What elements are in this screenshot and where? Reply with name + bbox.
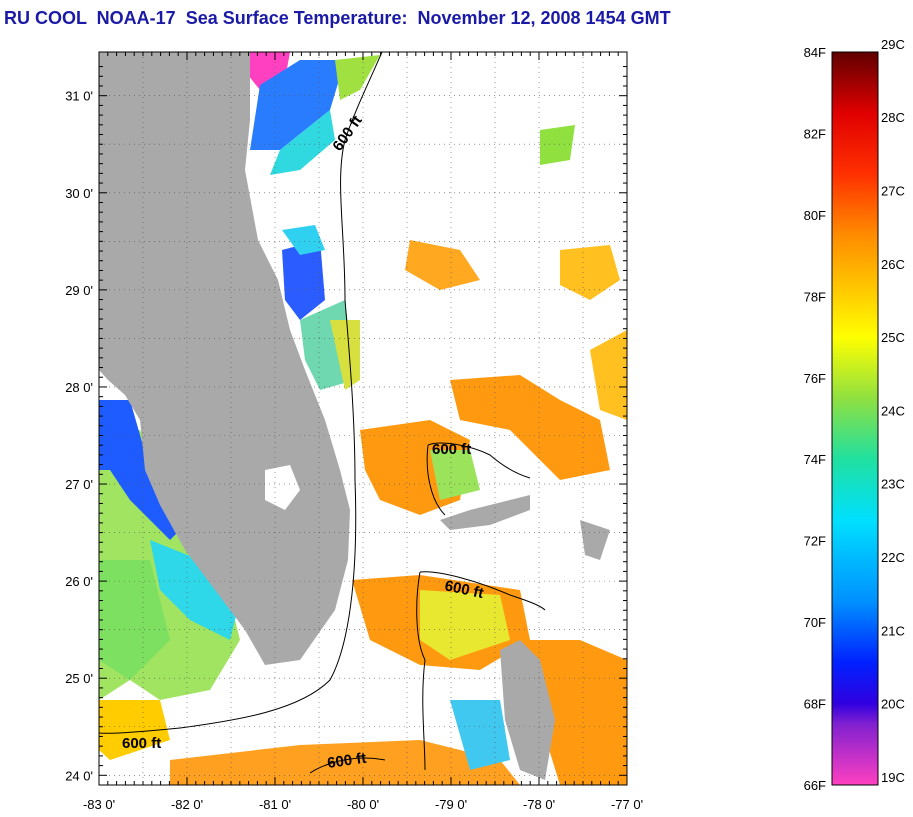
sst-patch-mid-yellow xyxy=(560,245,620,300)
sst-patch-ne-blue xyxy=(250,60,345,150)
y-tick-label: 24 0' xyxy=(65,768,93,783)
colorbar-c-label: 28C xyxy=(881,110,905,125)
x-tick-label: -79 0' xyxy=(435,797,467,812)
colorbar-f-labels: 84F 82F 80F 78F 76F 74F 72F 70F 68F 66F xyxy=(804,45,826,793)
colorbar-f-label: 72F xyxy=(804,534,826,549)
isobath-florida xyxy=(99,52,383,734)
colorbar-c-label: 23C xyxy=(881,477,905,492)
y-tick-label: 31 0' xyxy=(65,89,93,104)
axis-ticks xyxy=(98,52,628,786)
colorbar-c-label: 26C xyxy=(881,257,905,272)
colorbar-gradient xyxy=(831,51,879,786)
sst-patch-coast-cyan xyxy=(282,225,325,255)
colorbar-c-labels: 29C 28C 27C 26C 25C 24C 23C 22C 21C 20C 19C xyxy=(881,37,905,785)
sst-patch-ne-cyan xyxy=(270,110,335,175)
grand-bahama-land xyxy=(440,495,530,530)
y-tick-label: 26 0' xyxy=(65,574,93,589)
x-tick-label: -81 0' xyxy=(259,797,291,812)
isobath-contours xyxy=(99,52,546,774)
x-axis-labels: -83 0' -82 0' -81 0' -80 0' -79 0' -78 0' -77 … xyxy=(83,797,643,812)
sst-patch-east-yellow xyxy=(590,330,627,420)
lakes-layer xyxy=(265,465,300,510)
land-layer xyxy=(99,52,610,780)
lake-okeechobee xyxy=(265,465,300,510)
map-title: RU COOL NOAA-17 Sea Surface Temperature:… xyxy=(4,8,671,28)
sst-patch-gulf-south xyxy=(99,700,170,760)
y-tick-label: 28 0' xyxy=(65,380,93,395)
colorbar-c-label: 25C xyxy=(881,330,905,345)
colorbar-c-label: 21C xyxy=(881,623,905,638)
sst-patch-gulf-cyan xyxy=(150,540,240,640)
sst-patch-gulf-green xyxy=(99,560,170,680)
isobath-label: 600 ft xyxy=(122,735,161,752)
isobath-little-bahama xyxy=(426,442,531,516)
x-tick-label: -83 0' xyxy=(83,797,115,812)
andros-land xyxy=(500,640,555,780)
isobath-label: 600 ft xyxy=(326,750,367,772)
colorbar-c-label: 27C xyxy=(881,183,905,198)
colorbar-f-label: 76F xyxy=(804,371,826,386)
colorbar-f-label: 70F xyxy=(804,615,826,630)
colorbar-f-label: 66F xyxy=(804,778,826,793)
sst-patch-mid-orange xyxy=(405,240,480,290)
abaco-land xyxy=(580,520,610,560)
colorbar-c-label: 19C xyxy=(881,770,905,785)
colorbar-f-label: 74F xyxy=(804,452,826,467)
sst-patch-green-fleck xyxy=(540,125,575,165)
y-axis-labels: 31 0' 30 0' 29 0' 28 0' 27 0' 26 0' 25 0' 24 0' xyxy=(65,89,93,784)
x-tick-label: -82 0' xyxy=(171,797,203,812)
x-tick-label: -80 0' xyxy=(347,797,379,812)
colorbar-c-label: 20C xyxy=(881,697,905,712)
plot-area: 600 ft 600 ft 600 ft 600 ft 600 ft xyxy=(99,52,627,785)
isobath-south xyxy=(309,757,386,774)
y-tick-label: 30 0' xyxy=(65,186,93,201)
x-tick-label: -77 0' xyxy=(611,797,643,812)
colorbar-f-label: 80F xyxy=(804,208,826,223)
colorbar-f-label: 82F xyxy=(804,126,826,141)
sst-patch-far-south xyxy=(170,740,520,785)
sst-patch-bahamas-green xyxy=(430,450,480,500)
sst-data-layer xyxy=(99,52,627,785)
colorbar-f-label: 78F xyxy=(804,289,826,304)
isobath-great-bahama xyxy=(416,571,546,771)
florida-peninsula-land xyxy=(99,52,350,665)
y-tick-label: 27 0' xyxy=(65,477,93,492)
colorbar-f-label: 84F xyxy=(804,45,826,60)
sst-patch-coast-blue xyxy=(282,240,325,320)
colorbar-c-label: 22C xyxy=(881,550,905,565)
colorbar-f-label: 68F xyxy=(804,697,826,712)
sst-patch-gulfstream-yellow xyxy=(330,320,360,390)
y-tick-label: 25 0' xyxy=(65,671,93,686)
sst-patch-ne-green xyxy=(335,55,380,100)
x-tick-label: -78 0' xyxy=(523,797,555,812)
lat-lon-grid xyxy=(99,52,627,785)
isobath-label: 600 ft xyxy=(432,441,471,458)
colorbar-c-label: 29C xyxy=(881,37,905,52)
sst-patch-south-yellow xyxy=(420,590,510,660)
sst-patch-se-orange xyxy=(520,640,627,785)
y-tick-label: 29 0' xyxy=(65,283,93,298)
sst-patch-east-orange xyxy=(450,375,610,480)
colorbar-c-label: 24C xyxy=(881,403,905,418)
colorbar: 84F 82F 80F 78F 76F 74F 72F 70F 68F 66F 29C 28C 27C… xyxy=(804,37,905,793)
sst-patch-gulf-blue-1 xyxy=(99,400,180,540)
